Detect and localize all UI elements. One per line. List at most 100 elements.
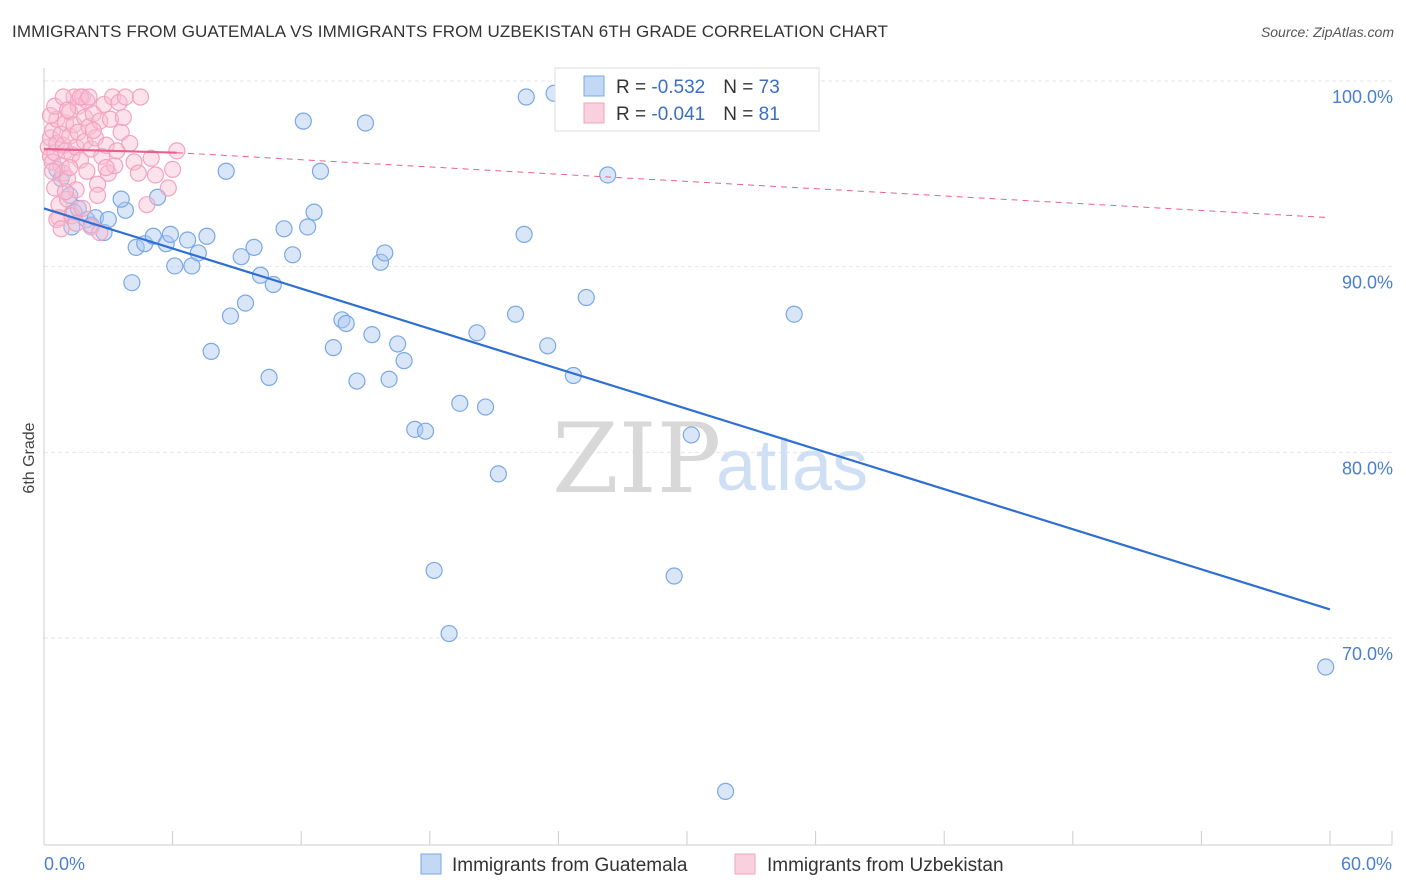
x-tick-label-min: 0.0% (44, 854, 85, 874)
stats-r-label: R = (616, 104, 651, 125)
point-uzbekistan (52, 220, 70, 238)
y-axis-label: 6th Grade (21, 422, 38, 493)
point-guatemala (515, 225, 533, 243)
point-uzbekistan (80, 88, 98, 106)
point-uzbekistan (129, 164, 147, 182)
point-uzbekistan (73, 199, 92, 217)
point-guatemala (380, 370, 398, 388)
point-guatemala (299, 218, 317, 236)
chart-title: IMMIGRANTS FROM GUATEMALA VS IMMIGRANTS … (12, 22, 888, 41)
point-guatemala (161, 225, 180, 243)
stats-swatch-uzbekistan (583, 102, 605, 124)
source-label: Source: ZipAtlas.com (1260, 24, 1394, 40)
point-uzbekistan (97, 158, 115, 177)
stats-n-value: 81 (759, 104, 780, 125)
point-guatemala (440, 624, 458, 643)
stats-r-value: -0.041 (651, 104, 705, 125)
point-uzbekistan (41, 106, 60, 125)
point-guatemala (506, 305, 525, 323)
point-uzbekistan (43, 162, 62, 180)
point-guatemala (716, 782, 735, 800)
point-uzbekistan (168, 142, 186, 160)
point-guatemala (389, 335, 407, 353)
point-guatemala (451, 394, 469, 412)
point-guatemala (245, 238, 263, 256)
point-uzbekistan (142, 149, 160, 167)
point-uzbekistan (69, 123, 87, 141)
y-tick-label: 70.0% (1342, 644, 1393, 664)
point-uzbekistan (54, 88, 72, 106)
stats-swatch-guatemala (583, 75, 605, 97)
point-guatemala (376, 244, 394, 262)
point-guatemala (785, 305, 803, 323)
point-uzbekistan (93, 147, 111, 166)
point-guatemala (489, 465, 507, 483)
point-guatemala (116, 201, 135, 219)
point-guatemala (517, 88, 535, 106)
point-guatemala (179, 231, 197, 249)
legend-label-uzbekistan: Immigrants from Uzbekistan (767, 855, 1004, 876)
point-guatemala (371, 253, 390, 271)
point-uzbekistan (138, 196, 156, 214)
y-tick-label: 80.0% (1342, 458, 1393, 478)
point-guatemala (112, 190, 130, 208)
y-tick-label: 90.0% (1342, 273, 1393, 293)
point-guatemala (599, 166, 617, 184)
bottom-legend: Immigrants from Guatemala Immigrants fro… (420, 853, 1004, 876)
point-guatemala (127, 238, 145, 256)
point-uzbekistan (61, 158, 79, 177)
point-uzbekistan (67, 138, 85, 156)
x-tick-label-max: 60.0% (1341, 854, 1392, 874)
point-uzbekistan (88, 186, 107, 205)
point-uzbekistan (114, 108, 132, 127)
series-guatemala (48, 84, 1335, 800)
point-guatemala (539, 337, 557, 355)
point-guatemala (577, 288, 595, 307)
point-guatemala (468, 324, 486, 342)
legend-swatch-guatemala (420, 853, 442, 875)
watermark-atlas: atlas (716, 426, 868, 506)
point-guatemala (217, 162, 235, 180)
point-guatemala (166, 257, 184, 275)
stats-r-label: R = (616, 77, 651, 98)
point-uzbekistan (116, 88, 135, 106)
point-uzbekistan (121, 134, 139, 153)
point-guatemala (416, 422, 435, 440)
series-uzbekistan (39, 88, 186, 242)
point-guatemala (305, 203, 323, 221)
point-guatemala (395, 352, 413, 370)
trendlines (43, 147, 1331, 611)
trendline-uzbekistan (43, 147, 177, 154)
point-uzbekistan (46, 97, 64, 115)
trendline-uzbekistan-extension (176, 152, 1331, 219)
stats-legend: R = -0.532 N = 73 R = -0.041 N = 81 (554, 67, 820, 132)
legend-swatch-uzbekistan (734, 853, 756, 875)
point-guatemala (275, 220, 293, 238)
point-uzbekistan (67, 181, 85, 199)
watermark-zip: ZIP (552, 403, 721, 515)
point-uzbekistan (164, 160, 182, 179)
point-uzbekistan (97, 136, 115, 154)
point-uzbekistan (78, 162, 96, 180)
legend-label-guatemala: Immigrants from Guatemala (452, 855, 688, 876)
point-guatemala (232, 248, 250, 266)
stats-r-value: -0.532 (651, 77, 705, 98)
point-uzbekistan (56, 183, 75, 201)
stats-row-guatemala: R = -0.532 N = 73 (616, 77, 780, 98)
stats-n-label: N = (723, 104, 758, 125)
point-guatemala (348, 372, 366, 390)
point-guatemala (682, 426, 700, 444)
stats-n-value: 73 (759, 77, 780, 98)
point-uzbekistan (43, 121, 62, 140)
point-guatemala (665, 567, 683, 585)
point-uzbekistan (159, 179, 177, 197)
y-tick-labels: 100.0% 90.0% 80.0% 70.0% (1332, 87, 1393, 664)
trendline-guatemala (43, 207, 1331, 611)
point-guatemala (311, 162, 330, 180)
point-guatemala (284, 246, 302, 264)
point-uzbekistan (131, 88, 150, 106)
point-guatemala (406, 420, 424, 438)
point-guatemala (236, 294, 255, 312)
point-guatemala (202, 342, 220, 360)
